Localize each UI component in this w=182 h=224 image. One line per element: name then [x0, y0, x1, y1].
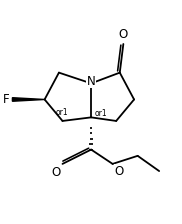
Text: or1: or1 [55, 108, 68, 116]
Text: O: O [114, 165, 124, 178]
Text: N: N [87, 75, 96, 88]
Text: O: O [52, 166, 61, 179]
Text: F: F [3, 93, 10, 106]
Text: O: O [119, 28, 128, 41]
Polygon shape [12, 98, 45, 101]
Text: or1: or1 [95, 109, 107, 118]
